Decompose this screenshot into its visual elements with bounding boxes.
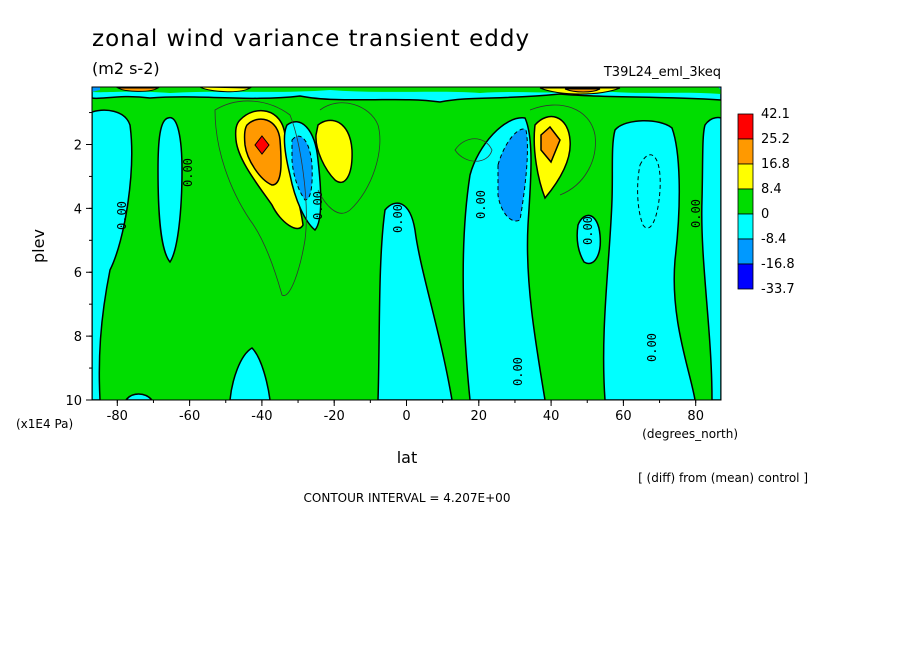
cyan-nh-highlat bbox=[602, 120, 696, 400]
thin-contour-nh bbox=[529, 104, 596, 196]
contour-label: 0.00 bbox=[511, 357, 525, 386]
x-tick-label: -60 bbox=[179, 409, 200, 424]
thin-contour-sh bbox=[214, 100, 307, 296]
cyan-right-edge bbox=[701, 116, 721, 400]
dashed-nh-highlat bbox=[637, 154, 661, 229]
y-axis-label: plev bbox=[29, 229, 48, 263]
y-tick-label: 8 bbox=[74, 330, 82, 345]
chart-subtitle: (m2 s-2) bbox=[92, 59, 160, 78]
y-tick-label: 10 bbox=[65, 394, 82, 409]
yellow-top-left bbox=[199, 87, 252, 93]
x-units-label: (degrees_north) bbox=[642, 427, 738, 441]
x-axis-label: lat bbox=[397, 448, 418, 467]
contour-label: 0.00 bbox=[311, 191, 325, 220]
orange-nh-jet bbox=[540, 125, 561, 164]
contour-label: 0.00 bbox=[645, 333, 659, 362]
colorbar-label: 25.2 bbox=[761, 132, 790, 147]
y-axis: 2 4 6 8 10 bbox=[65, 112, 92, 409]
blue-corner-top-right bbox=[718, 87, 721, 90]
contour-label: 0.00 bbox=[581, 216, 595, 245]
contour-label: 0.00 bbox=[474, 190, 488, 219]
x-tick-label: 80 bbox=[687, 409, 704, 424]
colorbar-swatch bbox=[737, 113, 754, 140]
contour-label: 0.00 bbox=[115, 201, 129, 230]
blue-nh-neg bbox=[497, 128, 528, 222]
colorbar-label: -16.8 bbox=[761, 257, 795, 272]
red-sh-jet-max bbox=[254, 135, 270, 155]
blue-corner-top-left bbox=[92, 87, 100, 92]
colorbar-swatch bbox=[737, 213, 754, 240]
cyan-lobe-sh-midlat bbox=[157, 116, 183, 264]
colorbar-label: 42.1 bbox=[761, 107, 790, 122]
cyan-equator-tongue bbox=[377, 202, 453, 400]
orange-top-left bbox=[116, 87, 160, 92]
colorbar-label: 0 bbox=[761, 207, 769, 222]
colorbar-label: -33.7 bbox=[761, 282, 795, 297]
y-tick-label: 2 bbox=[74, 138, 82, 153]
cyan-bottom-minus45 bbox=[229, 347, 271, 400]
comparison-note: [ (diff) from (mean) control ] bbox=[638, 471, 808, 485]
x-tick-label: 0 bbox=[402, 409, 410, 424]
thin-contour-nh-small bbox=[454, 138, 493, 162]
x-tick-label: 60 bbox=[615, 409, 632, 424]
colorbar-swatch bbox=[737, 163, 754, 190]
blue-sh-neg bbox=[291, 135, 313, 201]
colorbar-label: -8.4 bbox=[761, 232, 786, 247]
run-label: T39L24_eml_3keq bbox=[603, 65, 721, 80]
y-units-label: (x1E4 Pa) bbox=[16, 417, 73, 431]
colorbar-swatch bbox=[737, 238, 754, 265]
y-tick-label: 4 bbox=[74, 202, 82, 217]
x-tick-label: 40 bbox=[543, 409, 560, 424]
contour-label: 0.00 bbox=[391, 204, 405, 233]
x-axis: -80 -60 -40 -20 0 20 40 60 80 bbox=[107, 400, 704, 424]
colorbar-label: 8.4 bbox=[761, 182, 782, 197]
cyan-lobe-nh-55 bbox=[576, 214, 602, 265]
colorbar-swatch bbox=[737, 263, 754, 290]
x-tick-label: 20 bbox=[471, 409, 488, 424]
colorbar-swatch bbox=[737, 138, 754, 165]
contour-label: 0.00 bbox=[689, 199, 703, 228]
contour-field: 0.00 0.00 0.00 0.00 0.00 0.00 0.00 0.00 … bbox=[92, 87, 721, 400]
orange-top-right bbox=[564, 88, 601, 93]
colorbar-swatch bbox=[737, 188, 754, 215]
x-tick-label: -80 bbox=[107, 409, 128, 424]
yellow-sh-minus20 bbox=[315, 119, 353, 183]
contour-label: 0.00 bbox=[181, 158, 195, 187]
chart-title: zonal wind variance transient eddy bbox=[92, 26, 530, 52]
cyan-left-edge bbox=[92, 109, 133, 400]
y-tick-label: 6 bbox=[74, 266, 82, 281]
thin-contour-sh-2 bbox=[317, 102, 381, 214]
x-tick-label: -20 bbox=[324, 409, 345, 424]
colorbar-label: 16.8 bbox=[761, 157, 790, 172]
contour-interval: CONTOUR INTERVAL = 4.207E+00 bbox=[304, 491, 511, 505]
x-tick-label: -40 bbox=[251, 409, 272, 424]
colorbar: 42.1 25.2 16.8 8.4 0 -8.4 -16.8 -33.7 bbox=[737, 107, 795, 297]
